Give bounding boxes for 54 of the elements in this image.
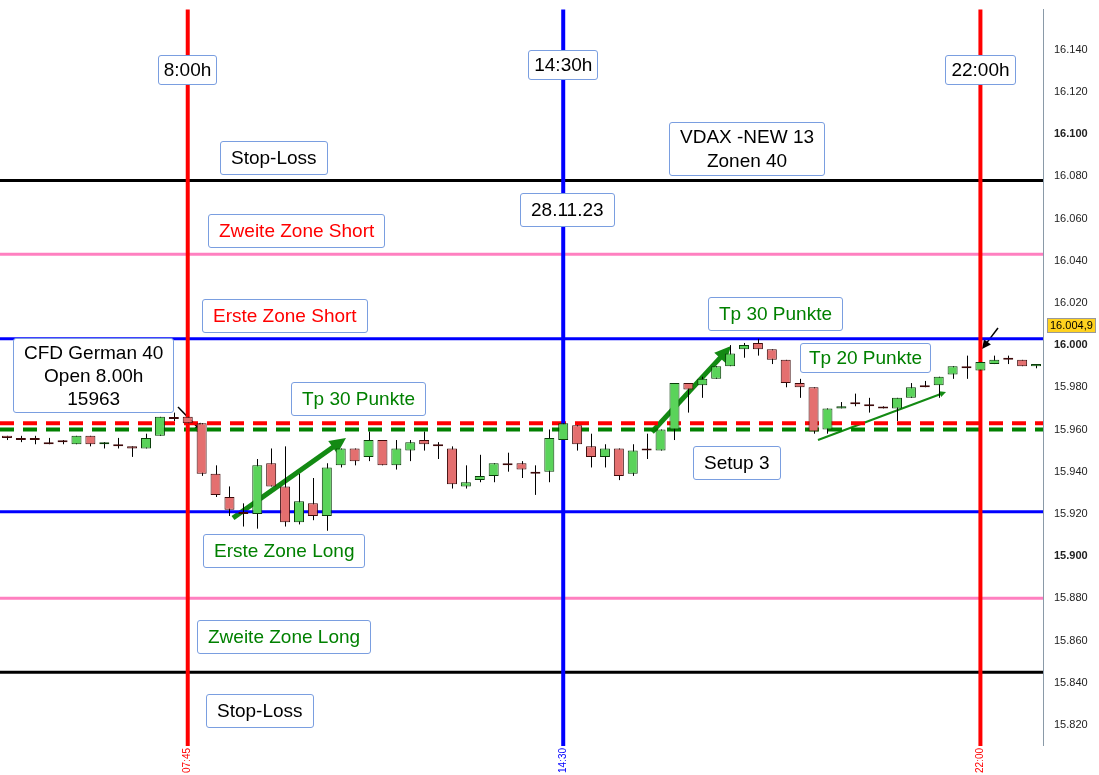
candlestick (293, 473, 304, 525)
y-tick-label: 16.100 (1054, 127, 1088, 140)
candlestick (628, 443, 637, 477)
y-tick-label: 16.000 (1054, 338, 1088, 351)
ref-line-label: Stop-Loss (206, 694, 314, 729)
y-tick-label: 16.120 (1054, 84, 1088, 97)
ref-line-label: Zweite Zone Short (208, 214, 386, 249)
y-tick-label: 16.020 (1054, 295, 1088, 308)
y-tick-label: 15.860 (1054, 633, 1088, 646)
y-tick-label: 15.960 (1054, 422, 1088, 435)
ref-line-label: Erste Zone Short (202, 298, 368, 333)
candlestick (572, 424, 583, 452)
y-tick-label: 15.980 (1054, 380, 1088, 393)
y-tick-label: 16.060 (1054, 211, 1088, 224)
candlestick (392, 439, 401, 471)
candlestick (307, 477, 318, 521)
y-tick-label: 16.140 (1054, 42, 1088, 55)
candlestick (266, 447, 277, 487)
annotation: Setup 3 (693, 446, 781, 480)
x-tick-label: 14:30 (556, 747, 568, 774)
text: 16.004,9 (1047, 318, 1096, 333)
y-tick-label: 15.840 (1054, 675, 1088, 688)
candlestick (224, 485, 235, 517)
candlestick (586, 433, 597, 468)
candlestick (599, 443, 610, 468)
ref-line-label: Zweite Zone Long (197, 620, 372, 655)
candlestick (683, 382, 694, 414)
y-tick-label: 15.920 (1054, 506, 1088, 519)
candlestick (238, 502, 249, 528)
x-tick-label: 22:00 (974, 747, 986, 774)
ref-line-label: Erste Zone Long (203, 533, 366, 568)
y-tick-label: 15.900 (1054, 549, 1088, 562)
candlestick (823, 407, 832, 435)
annotation: CFD German 40 Open 8.00h 15963 (13, 338, 175, 413)
y-tick-label: 16.040 (1054, 253, 1088, 266)
annotation: VDAX -NEW 13 Zonen 40 (669, 122, 826, 176)
y-tick-label: 15.940 (1054, 464, 1088, 477)
y-tick-label: 16.080 (1054, 169, 1088, 182)
candlestick (210, 464, 221, 498)
ref-line-label: Stop-Loss (220, 140, 328, 175)
x-tick-label: 07:45 (181, 747, 193, 774)
ref-line-label: 14:30h (528, 50, 599, 80)
annotation: 28.11.23 (520, 193, 615, 227)
annotation: Tp 30 Punkte (708, 296, 844, 331)
candlestick (780, 359, 791, 388)
candlestick (697, 376, 708, 399)
y-tick-label: 15.880 (1054, 591, 1088, 604)
annotation: Tp 30 Punkte (291, 382, 427, 416)
y-tick-label: 15.820 (1054, 717, 1088, 730)
candlestick (405, 439, 416, 462)
candlestick (363, 431, 374, 462)
ref-line-label: 22:00h (945, 55, 1016, 85)
annotation: Tp 20 Punkte (800, 343, 932, 373)
ref-line-label: 8:00h (157, 55, 218, 85)
